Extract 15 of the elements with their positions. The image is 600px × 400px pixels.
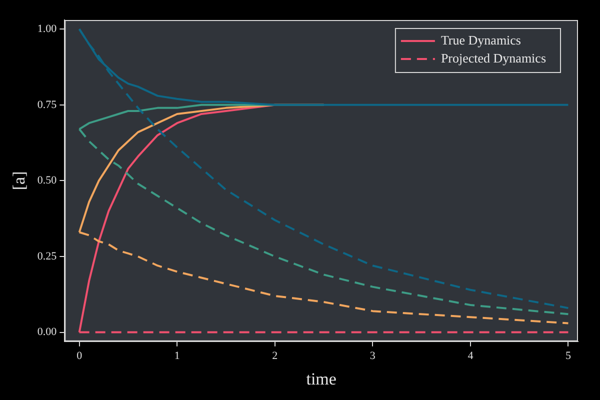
x-tick-label: 0 <box>76 350 83 362</box>
x-axis-title: time <box>306 369 336 388</box>
legend-label: Projected Dynamics <box>440 50 546 66</box>
y-axis-title: [a] <box>10 171 29 190</box>
x-tick-label: 3 <box>370 350 376 362</box>
legend-label: True Dynamics <box>440 32 521 48</box>
y-tick-label: 0.75 <box>37 98 58 111</box>
x-tick-label: 5 <box>565 350 572 362</box>
y-tick-label: 1.00 <box>37 22 58 35</box>
x-tick-label: 1 <box>174 350 180 362</box>
y-tick-label: 0.50 <box>37 174 58 187</box>
y-tick-label: 0.00 <box>37 326 58 338</box>
x-tick-label: 2 <box>272 350 278 362</box>
y-tick-label: 0.25 <box>37 250 58 262</box>
x-tick-label: 4 <box>468 350 474 362</box>
